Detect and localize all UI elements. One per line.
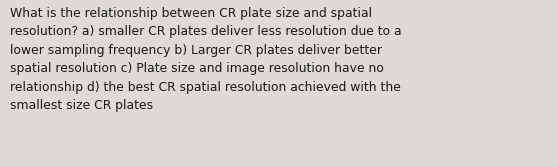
Text: What is the relationship between CR plate size and spatial
resolution? a) smalle: What is the relationship between CR plat… xyxy=(10,7,402,112)
